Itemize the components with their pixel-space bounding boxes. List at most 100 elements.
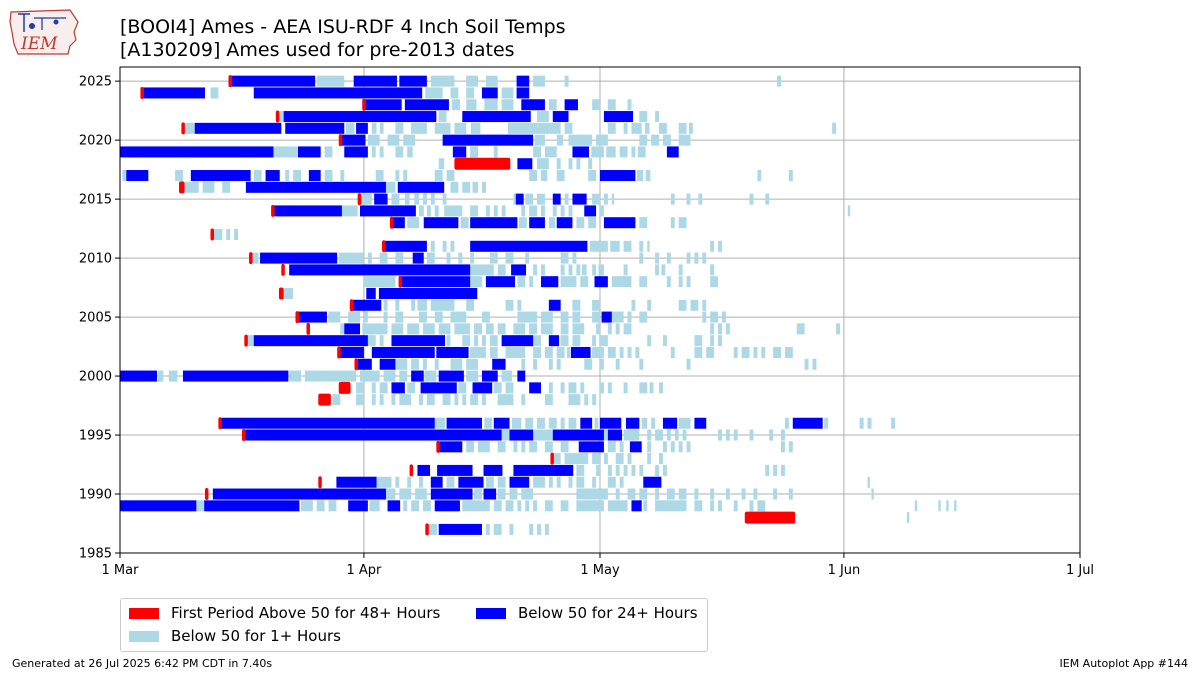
bar-below50-1h: [564, 122, 573, 134]
bar-below50-1h: [509, 488, 518, 500]
bar-below50-1h: [434, 311, 443, 323]
bar-below50-1h: [399, 394, 412, 406]
bar-below50-1h: [367, 335, 376, 347]
bar-below50-1h: [592, 346, 604, 358]
bar-below50-1h: [422, 358, 427, 370]
bar-below50-1h: [470, 394, 479, 406]
bar-below50-1h: [631, 299, 636, 311]
app-label: IEM Autoplot App #144: [1059, 657, 1189, 670]
bar-below50-1h: [273, 146, 298, 158]
bar-below50-1h: [324, 146, 333, 158]
bar-below50-1h: [383, 370, 396, 382]
bar-below50-1h: [444, 205, 463, 217]
bar-below50-1h: [360, 370, 380, 382]
bar-below50-1h: [540, 323, 553, 335]
bar-below50-1h: [403, 134, 416, 146]
bar-below50-1h: [647, 299, 652, 311]
bar-below50-1h: [458, 382, 467, 394]
bar-below50-1h: [411, 122, 427, 134]
bar-below50-1h: [168, 370, 178, 382]
x-tick-label: 1 Jul: [1066, 563, 1094, 578]
bar-below50-1h: [497, 264, 506, 276]
bar-below50-1h: [345, 122, 355, 134]
bar-below50-1h: [639, 276, 648, 288]
bar-below50-1h: [946, 500, 949, 512]
bar-below50-24h: [404, 99, 449, 111]
bar-below50-1h: [493, 146, 498, 158]
bar-below50-1h: [525, 417, 534, 429]
bar-below50-1h: [647, 335, 652, 347]
bar-below50-1h: [655, 429, 663, 441]
bar-below50-1h: [592, 99, 600, 111]
bar-below50-1h: [686, 276, 691, 288]
bar-below50-1h: [615, 323, 620, 335]
bar-below50-1h: [285, 170, 290, 182]
bar-below50-1h: [407, 217, 420, 229]
bar-below50-1h: [548, 99, 557, 111]
bar-below50-1h: [450, 240, 455, 252]
bar-below50-1h: [788, 488, 793, 500]
bar-first-above50: [338, 381, 351, 394]
bar-below50-1h: [611, 311, 624, 323]
bar-below50-1h: [505, 500, 514, 512]
bar-below50-1h: [379, 252, 388, 264]
legend-label-first-above: First Period Above 50 for 48+ Hours: [171, 604, 441, 622]
bar-below50-1h: [552, 205, 557, 217]
bar-below50-24h: [182, 370, 289, 382]
bar-below50-1h: [513, 193, 516, 205]
bar-below50-1h: [534, 134, 545, 146]
bar-below50-1h: [611, 276, 632, 288]
chart-legend: First Period Above 50 for 48+ Hours Belo…: [120, 598, 708, 652]
bar-below50-24h: [511, 264, 527, 276]
bar-below50-1h: [341, 205, 358, 217]
bar-below50-1h: [387, 134, 400, 146]
bar-below50-1h: [426, 205, 431, 217]
bar-below50-1h: [430, 193, 435, 205]
bar-below50-1h: [411, 299, 416, 311]
bar-below50-1h: [556, 170, 565, 182]
bar-below50-1h: [533, 146, 541, 158]
bar-below50-1h: [414, 193, 420, 205]
bar-below50-1h: [544, 146, 557, 158]
bar-below50-24h: [792, 417, 823, 429]
bar-below50-1h: [462, 500, 490, 512]
bar-below50-1h: [581, 264, 587, 276]
bar-below50-1h: [753, 488, 758, 500]
bar-below50-24h: [643, 476, 662, 488]
bar-below50-1h: [560, 382, 565, 394]
bar-below50-1h: [592, 453, 600, 465]
bar-below50-1h: [360, 193, 372, 205]
bar-below50-24h: [434, 500, 460, 512]
bar-below50-1h: [497, 394, 514, 406]
bar-below50-1h: [556, 476, 561, 488]
bar-first-above50: [271, 204, 275, 217]
bar-below50-1h: [442, 394, 451, 406]
bar-below50-1h: [481, 181, 486, 193]
bar-below50-1h: [253, 170, 262, 182]
bar-below50-1h: [466, 99, 477, 111]
bar-below50-1h: [639, 358, 644, 370]
bar-below50-1h: [529, 523, 534, 535]
bar-below50-1h: [202, 181, 215, 193]
bar-below50-1h: [247, 335, 254, 347]
bar-below50-1h: [556, 158, 561, 170]
legend-label-below1: Below 50 for 1+ Hours: [171, 627, 341, 645]
bar-below50-24h: [548, 335, 560, 347]
bar-below50-1h: [356, 382, 364, 394]
bar-below50-1h: [234, 229, 239, 241]
bar-below50-1h: [391, 394, 396, 406]
bar-below50-24h: [501, 335, 534, 347]
bar-below50-1h: [525, 193, 534, 205]
bar-below50-1h: [662, 464, 667, 476]
bar-below50-24h: [385, 240, 427, 252]
bar-below50-1h: [537, 523, 541, 535]
bar-below50-1h: [659, 122, 667, 134]
bar-below50-24h: [212, 488, 386, 500]
bar-below50-1h: [588, 217, 597, 229]
bar-below50-1h: [718, 429, 722, 441]
bar-below50-24h: [190, 170, 251, 182]
bar-below50-1h: [454, 323, 471, 335]
bar-first-above50: [362, 98, 366, 111]
generated-note: Generated at 26 Jul 2025 6:42 PM CDT in …: [12, 657, 273, 670]
